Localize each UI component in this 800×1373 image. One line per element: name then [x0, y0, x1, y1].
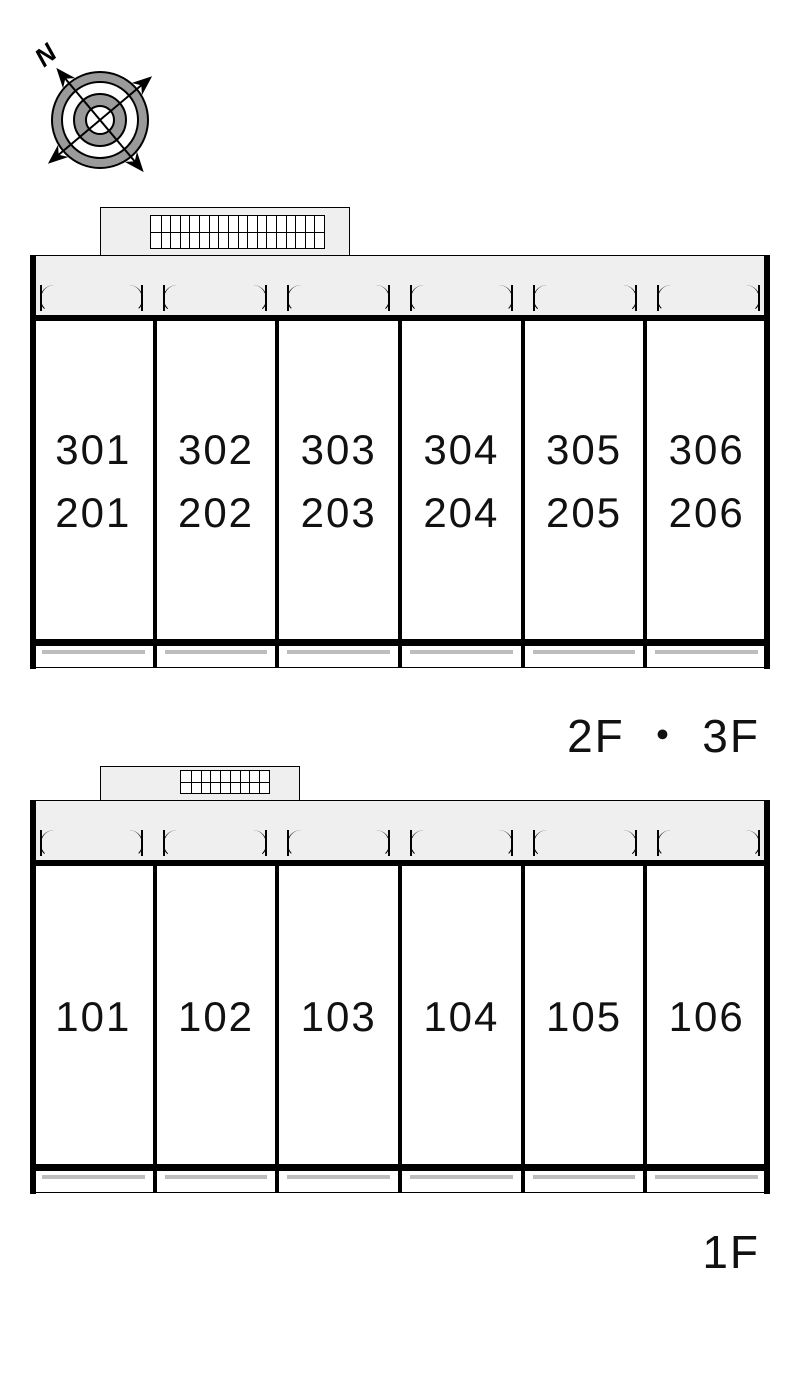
unit-cell: 301 201: [30, 321, 157, 641]
stair-icon: [180, 770, 270, 794]
unit-cell: 303 203: [279, 321, 402, 641]
unit-label: 201: [55, 481, 131, 544]
balcony-row-upper: [30, 645, 770, 667]
unit-cell: 103: [279, 866, 402, 1166]
unit-label: 304: [423, 418, 499, 481]
unit-label: 303: [301, 418, 377, 481]
unit-label: 302: [178, 418, 254, 481]
unit-label: 103: [301, 985, 377, 1048]
unit-cell: 105: [525, 866, 648, 1166]
unit-row-upper: 301 201 302 202 303 203 304 204 305 205 …: [30, 321, 770, 641]
unit-cell: 102: [157, 866, 280, 1166]
floor-plan-2f-3f: /*placeholder*/ 301 201 302 202: [30, 255, 770, 695]
compass-icon: N: [20, 10, 180, 190]
unit-label: 202: [178, 481, 254, 544]
balcony-row-lower: [30, 1170, 770, 1192]
unit-label: 206: [669, 481, 745, 544]
unit-cell: 305 205: [525, 321, 648, 641]
unit-label: 102: [178, 985, 254, 1048]
floor-label-upper: 2F ・ 3F: [567, 700, 760, 766]
unit-row-lower: 101 102 103 104 105 106: [30, 866, 770, 1166]
compass-north-label: N: [29, 37, 64, 73]
unit-label: 205: [546, 481, 622, 544]
floor-plan-1f: 101 102 103 104 105 106: [30, 800, 770, 1220]
unit-cell: 101: [30, 866, 157, 1166]
door-arc-row-lower: [30, 830, 770, 860]
unit-cell: 106: [647, 866, 770, 1166]
unit-label: 203: [301, 481, 377, 544]
door-arc-row-upper: [30, 285, 770, 315]
stair-icon: /*placeholder*/: [150, 215, 325, 249]
floor-label-lower: 1F: [702, 1225, 760, 1279]
unit-label: 104: [423, 985, 499, 1048]
unit-label: 301: [55, 418, 131, 481]
unit-cell: 304 204: [402, 321, 525, 641]
floor-plan-page: N /*placeholder*/ 3: [0, 0, 800, 1373]
unit-label: 106: [669, 985, 745, 1048]
unit-cell: 104: [402, 866, 525, 1166]
unit-label: 306: [669, 418, 745, 481]
unit-cell: 302 202: [157, 321, 280, 641]
unit-cell: 306 206: [647, 321, 770, 641]
unit-label: 105: [546, 985, 622, 1048]
unit-label: 101: [55, 985, 131, 1048]
unit-label: 305: [546, 418, 622, 481]
unit-label: 204: [423, 481, 499, 544]
